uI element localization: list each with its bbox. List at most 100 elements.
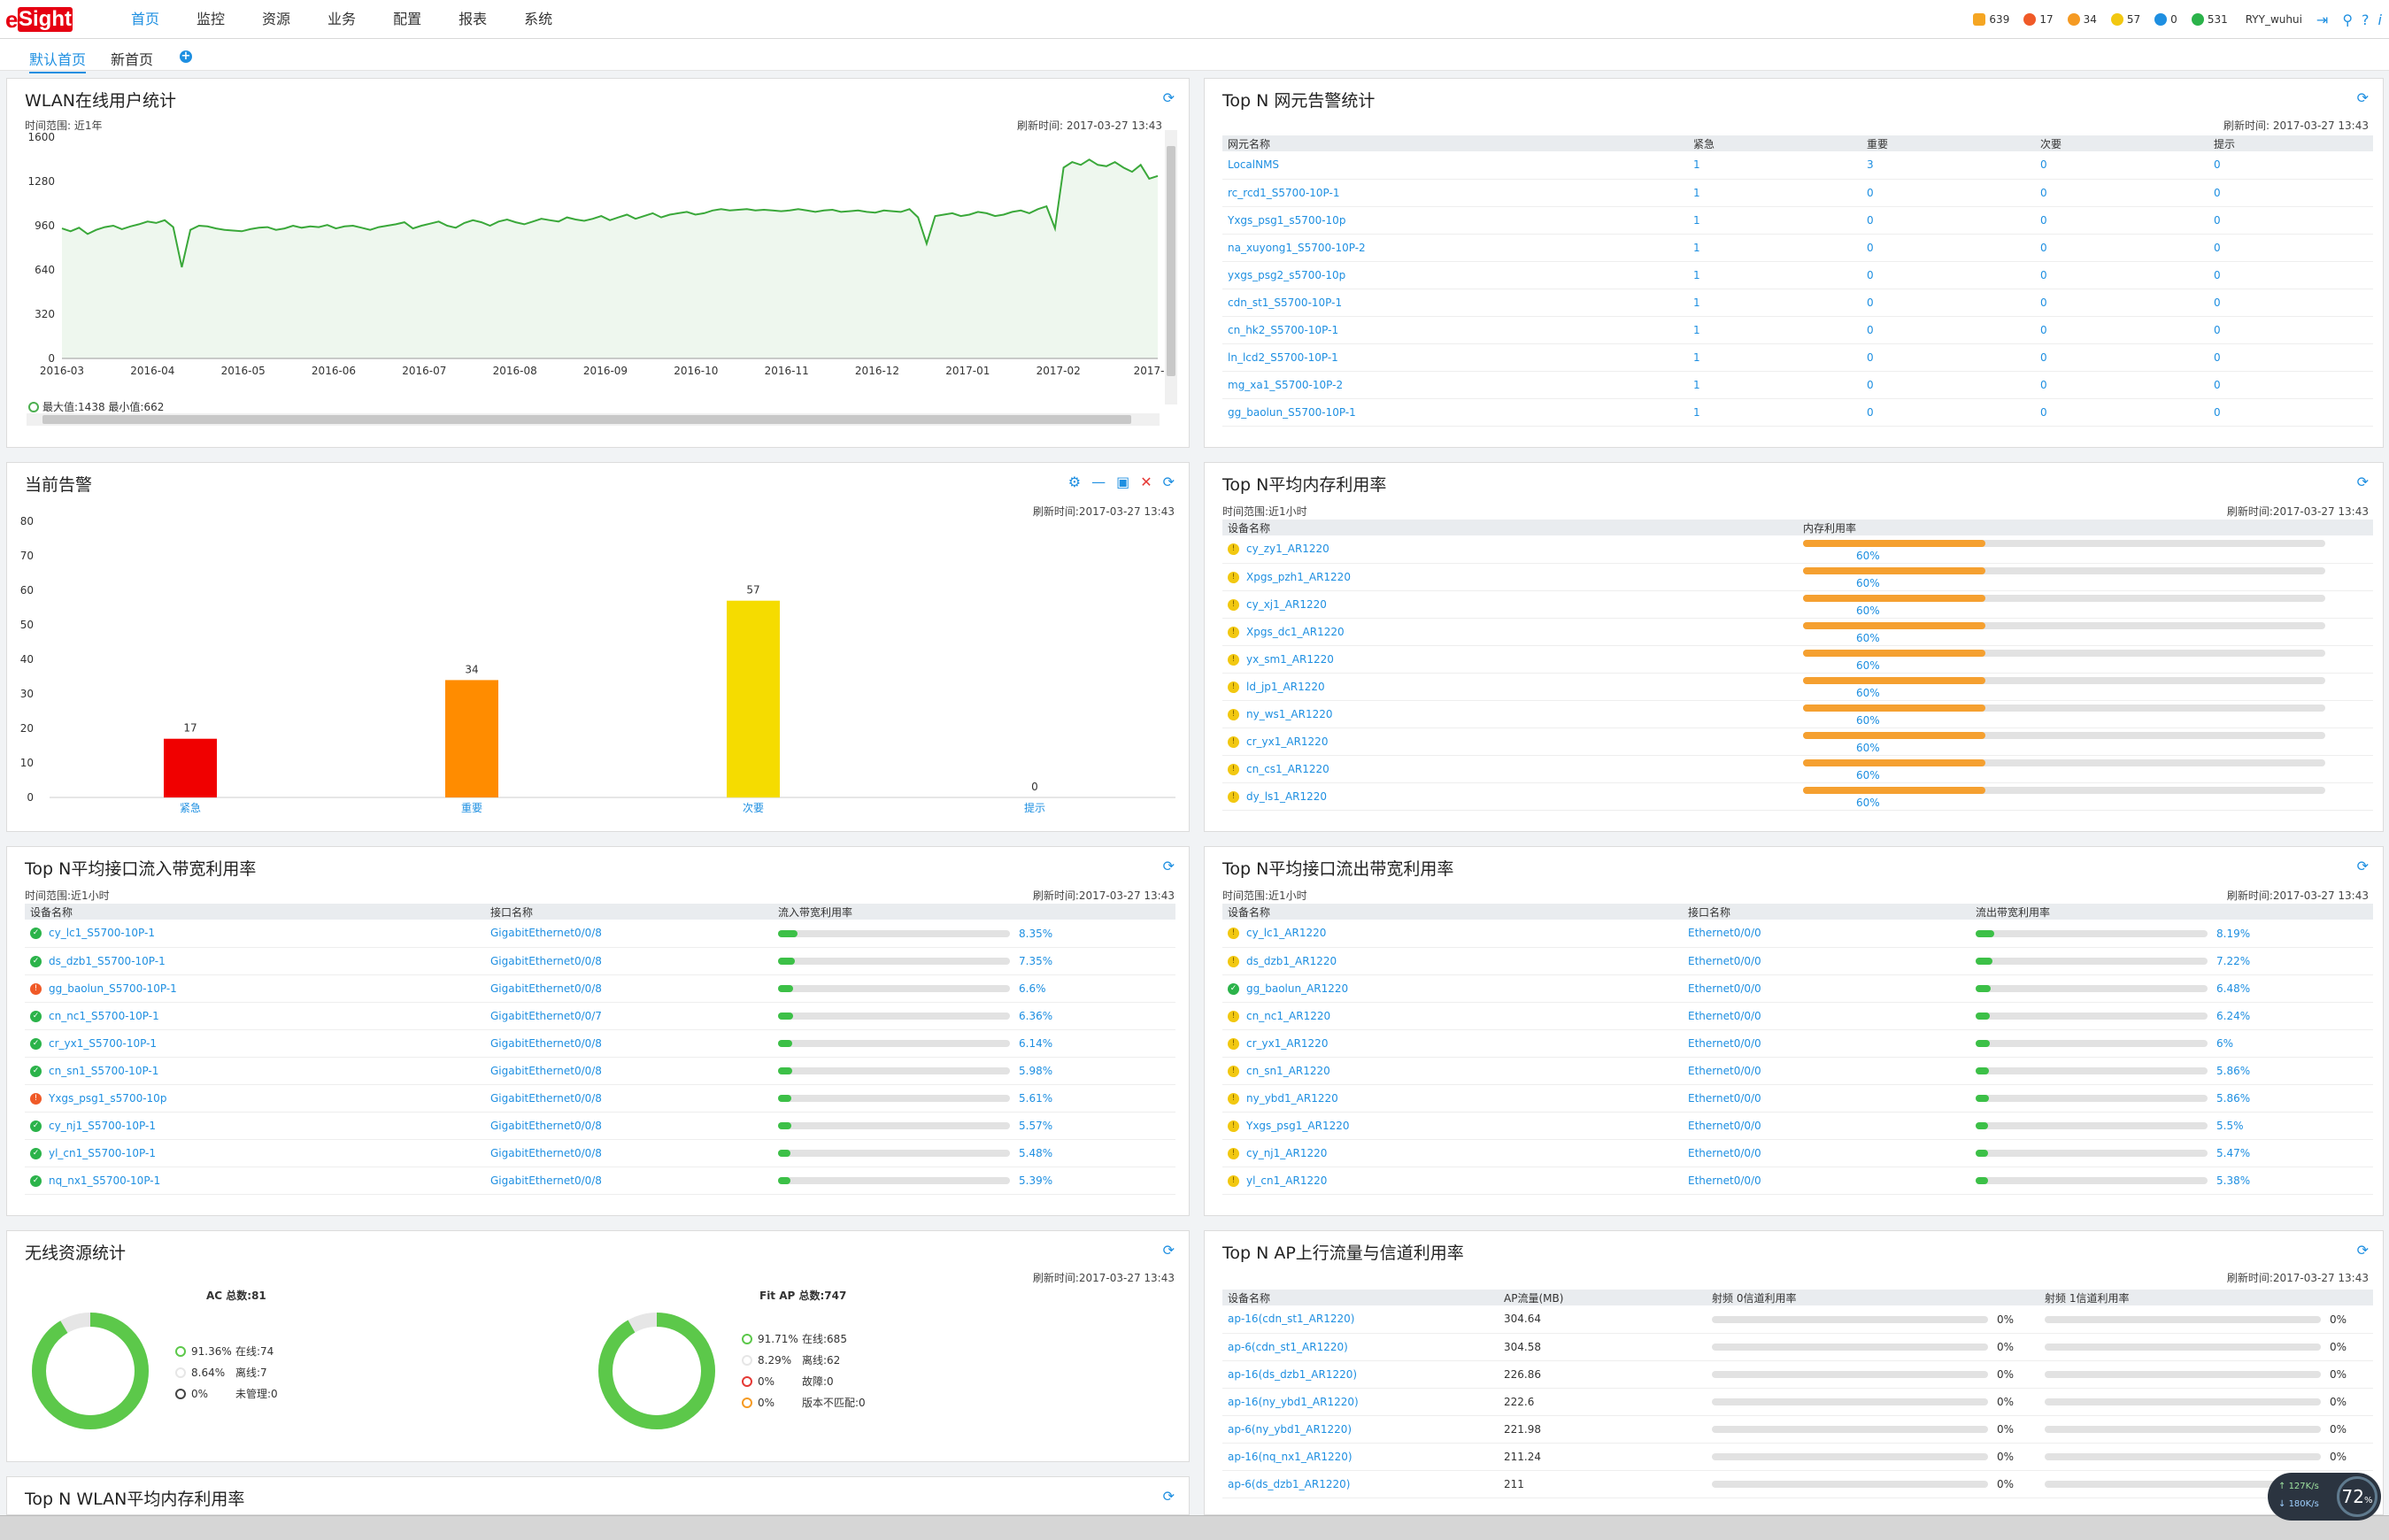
col-radio1-usage[interactable]: 射频 1信道利用率 (2039, 1290, 2373, 1305)
help-icon[interactable]: ? (2362, 11, 2370, 28)
status-normal[interactable]: 531 (2191, 13, 2228, 26)
device-name-link[interactable]: nq_nx1_S5700-10P-1 (49, 1174, 161, 1187)
interface-name-link[interactable]: Ethernet0/0/0 (1683, 1112, 1970, 1140)
tab-new-home[interactable]: 新首页 (111, 51, 154, 68)
vertical-scrollbar[interactable] (1165, 130, 1177, 404)
warning-count[interactable]: 0 (2208, 261, 2373, 289)
network-speed-widget[interactable]: ↑ 127K/s ↓ 180K/s 72% (2268, 1473, 2381, 1521)
device-name-link[interactable]: Xpgs_pzh1_AR1220 (1246, 570, 1351, 583)
col-minor[interactable]: 次要 (2035, 135, 2208, 151)
ne-name-link[interactable]: cdn_st1_S5700-10P-1 (1222, 289, 1688, 317)
status-info[interactable]: 0 (2154, 13, 2177, 26)
refresh-icon[interactable]: ⟳ (1162, 1242, 1175, 1259)
device-name-link[interactable]: ds_dzb1_S5700-10P-1 (49, 954, 166, 967)
ap-name-link[interactable]: ap-6(ny_ybd1_AR1220) (1222, 1415, 1499, 1444)
bar-1[interactable] (445, 680, 498, 797)
major-count[interactable]: 0 (1861, 343, 2035, 372)
ap-name-link[interactable]: ap-6(cdn_st1_AR1220) (1222, 1333, 1499, 1361)
device-name-link[interactable]: cy_lc1_AR1220 (1246, 927, 1327, 940)
device-name-link[interactable]: cr_yx1_AR1220 (1246, 1036, 1329, 1050)
major-count[interactable]: 3 (1861, 151, 2035, 180)
interface-name-link[interactable]: Ethernet0/0/0 (1683, 1002, 1970, 1030)
scrollbar-thumb[interactable] (42, 415, 1131, 424)
col-interface-name[interactable]: 接口名称 (485, 904, 773, 920)
ne-name-link[interactable]: mg_xa1_S5700-10P-2 (1222, 371, 1688, 399)
logout-icon[interactable]: ⇥ (2316, 11, 2329, 28)
minor-count[interactable]: 0 (2035, 371, 2208, 399)
warning-count[interactable]: 0 (2208, 179, 2373, 207)
interface-name-link[interactable]: Ethernet0/0/0 (1683, 974, 1970, 1003)
interface-name-link[interactable]: Ethernet0/0/0 (1683, 1029, 1970, 1058)
ne-name-link[interactable]: rc_rcd1_S5700-10P-1 (1222, 179, 1688, 207)
interface-name-link[interactable]: Ethernet0/0/0 (1683, 1057, 1970, 1085)
col-critical[interactable]: 紧急 (1688, 135, 1861, 151)
minor-count[interactable]: 0 (2035, 343, 2208, 372)
nav-monitor[interactable]: 监控 (197, 11, 226, 27)
status-minor[interactable]: 57 (2110, 13, 2140, 26)
gear-icon[interactable]: ⚙ (1067, 474, 1082, 490)
interface-name-link[interactable]: GigabitEthernet0/0/8 (485, 1139, 773, 1167)
critical-count[interactable]: 1 (1688, 289, 1861, 317)
ne-name-link[interactable]: yxgs_psg2_s5700-10p (1222, 261, 1688, 289)
major-count[interactable]: 0 (1861, 289, 2035, 317)
device-name-link[interactable]: Yxgs_psg1_s5700-10p (49, 1091, 167, 1105)
device-name-link[interactable]: cn_sn1_S5700-10P-1 (49, 1064, 159, 1077)
col-radio0-usage[interactable]: 射频 0信道利用率 (1707, 1290, 2039, 1305)
nav-system[interactable]: 系统 (524, 11, 553, 27)
col-outbound-usage[interactable]: 流出带宽利用率 (1970, 904, 2373, 920)
major-count[interactable]: 0 (1861, 398, 2035, 427)
ne-name-link[interactable]: gg_baolun_S5700-10P-1 (1222, 398, 1688, 427)
device-name-link[interactable]: ld_jp1_AR1220 (1246, 680, 1325, 693)
device-name-link[interactable]: cy_xj1_AR1220 (1246, 597, 1327, 611)
col-interface-name[interactable]: 接口名称 (1683, 904, 1970, 920)
horizontal-scrollbar[interactable] (27, 413, 1160, 426)
bar-0[interactable] (164, 738, 217, 797)
device-name-link[interactable]: gg_baolun_AR1220 (1246, 982, 1349, 995)
col-warning[interactable]: 提示 (2208, 135, 2373, 151)
about-icon[interactable]: i (2377, 11, 2382, 28)
critical-count[interactable]: 1 (1688, 371, 1861, 399)
col-device-name[interactable]: 设备名称 (1222, 904, 1683, 920)
device-name-link[interactable]: cy_zy1_AR1220 (1246, 543, 1329, 556)
user-name[interactable]: RYY_wuhui (2245, 13, 2302, 26)
device-name-link[interactable]: ny_ybd1_AR1220 (1246, 1091, 1338, 1105)
col-device-name[interactable]: 设备名称 (1222, 520, 1798, 535)
interface-name-link[interactable]: GigabitEthernet0/0/8 (485, 1057, 773, 1085)
nav-resource[interactable]: 资源 (262, 11, 291, 27)
interface-name-link[interactable]: GigabitEthernet0/0/8 (485, 1112, 773, 1140)
interface-name-link[interactable]: GigabitEthernet0/0/8 (485, 1167, 773, 1195)
status-critical[interactable]: 17 (2023, 13, 2054, 26)
col-ap-traffic[interactable]: AP流量(MB) (1499, 1290, 1707, 1305)
nav-home[interactable]: 首页 (131, 11, 160, 27)
ne-name-link[interactable]: na_xuyong1_S5700-10P-2 (1222, 234, 1688, 262)
ap-name-link[interactable]: ap-16(nq_nx1_AR1220) (1222, 1443, 1499, 1471)
warning-count[interactable]: 0 (2208, 398, 2373, 427)
minor-count[interactable]: 0 (2035, 398, 2208, 427)
critical-count[interactable]: 1 (1688, 206, 1861, 235)
device-name-link[interactable]: yl_cn1_AR1220 (1246, 1174, 1328, 1187)
major-count[interactable]: 0 (1861, 179, 2035, 207)
device-name-link[interactable]: ds_dzb1_AR1220 (1246, 954, 1337, 967)
critical-count[interactable]: 1 (1688, 179, 1861, 207)
device-name-link[interactable]: cn_cs1_AR1220 (1246, 762, 1329, 775)
refresh-icon[interactable]: ⟳ (1162, 89, 1175, 106)
ne-name-link[interactable]: LocalNMS (1222, 151, 1688, 180)
status-total[interactable]: 639 (1973, 13, 2009, 26)
device-name-link[interactable]: yx_sm1_AR1220 (1246, 652, 1334, 666)
col-ne-name[interactable]: 网元名称 (1222, 135, 1688, 151)
device-name-link[interactable]: Xpgs_dc1_AR1220 (1246, 625, 1345, 638)
x-category-label[interactable]: 紧急 (180, 801, 201, 814)
x-category-label[interactable]: 提示 (1024, 801, 1045, 814)
critical-count[interactable]: 1 (1688, 151, 1861, 180)
critical-count[interactable]: 1 (1688, 398, 1861, 427)
device-name-link[interactable]: cn_nc1_AR1220 (1246, 1009, 1331, 1022)
refresh-icon[interactable]: ⟳ (1162, 858, 1175, 874)
scrollbar-thumb[interactable] (1167, 146, 1175, 376)
interface-name-link[interactable]: Ethernet0/0/0 (1683, 920, 1970, 948)
interface-name-link[interactable]: Ethernet0/0/0 (1683, 1084, 1970, 1113)
col-major[interactable]: 重要 (1861, 135, 2035, 151)
interface-name-link[interactable]: GigabitEthernet0/0/8 (485, 1084, 773, 1113)
refresh-icon[interactable]: ⟳ (2356, 474, 2369, 490)
x-category-label[interactable]: 重要 (461, 802, 482, 814)
ap-name-link[interactable]: ap-16(cdn_st1_AR1220) (1222, 1305, 1499, 1334)
